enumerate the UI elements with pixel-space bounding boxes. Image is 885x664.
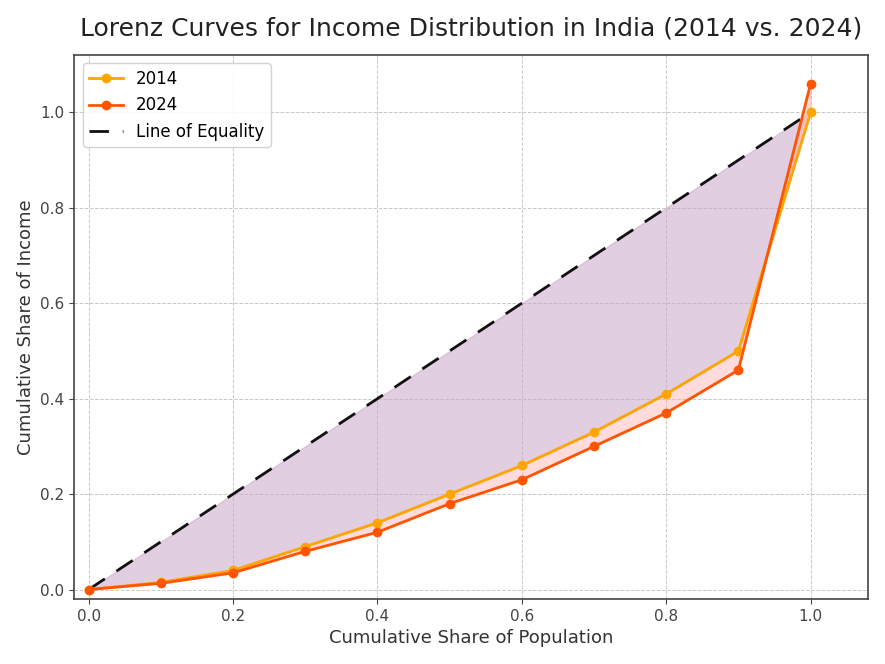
2014 — [444, 490, 455, 498]
2014 — [661, 390, 672, 398]
X-axis label: Cumulative Share of Population: Cumulative Share of Population — [329, 629, 613, 647]
2024 — [661, 409, 672, 417]
Title: Lorenz Curves for Income Distribution in India (2014 vs. 2024): Lorenz Curves for Income Distribution in… — [81, 17, 862, 41]
2024 — [733, 366, 743, 374]
2014 — [733, 347, 743, 355]
2014 — [372, 519, 382, 527]
2014 — [156, 578, 166, 586]
2024 — [517, 476, 527, 484]
2024 — [227, 569, 238, 577]
2024 — [444, 499, 455, 507]
Y-axis label: Cumulative Share of Income: Cumulative Share of Income — [17, 199, 35, 455]
Line: 2024: 2024 — [84, 80, 815, 594]
2014 — [517, 461, 527, 469]
2014 — [83, 586, 94, 594]
Legend: 2014, 2024, Line of Equality: 2014, 2024, Line of Equality — [82, 64, 271, 147]
2014 — [300, 542, 311, 550]
Line: 2014: 2014 — [84, 108, 815, 594]
2024 — [805, 80, 816, 88]
2024 — [83, 586, 94, 594]
2024 — [156, 579, 166, 587]
2014 — [227, 566, 238, 574]
2024 — [300, 547, 311, 555]
2014 — [805, 108, 816, 116]
2024 — [589, 442, 599, 450]
2014 — [589, 428, 599, 436]
2024 — [372, 529, 382, 537]
